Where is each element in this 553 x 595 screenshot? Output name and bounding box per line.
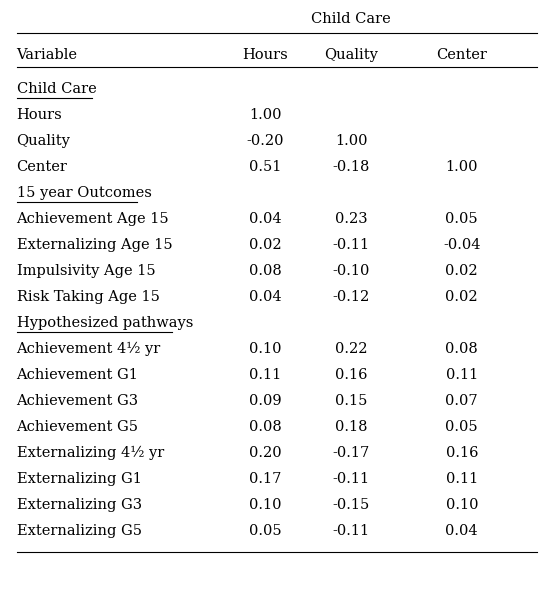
Text: 0.08: 0.08 [249,264,282,278]
Text: 0.17: 0.17 [249,472,281,486]
Text: 0.10: 0.10 [249,342,281,356]
Text: 0.07: 0.07 [446,394,478,408]
Text: -0.12: -0.12 [332,290,370,304]
Text: Hypothesized pathways: Hypothesized pathways [17,316,193,330]
Text: Externalizing G5: Externalizing G5 [17,524,142,538]
Text: 0.11: 0.11 [446,472,478,486]
Text: Variable: Variable [17,48,77,62]
Text: Hours: Hours [17,108,62,122]
Text: Externalizing G3: Externalizing G3 [17,498,142,512]
Text: Achievement G1: Achievement G1 [17,368,138,382]
Text: 0.22: 0.22 [335,342,367,356]
Text: Center: Center [17,160,67,174]
Text: 0.08: 0.08 [249,420,282,434]
Text: 0.23: 0.23 [335,212,367,226]
Text: 0.51: 0.51 [249,160,281,174]
Text: 0.05: 0.05 [249,524,281,538]
Text: 0.18: 0.18 [335,420,367,434]
Text: 15 year Outcomes: 15 year Outcomes [17,186,152,200]
Text: Achievement G5: Achievement G5 [17,420,139,434]
Text: Risk Taking Age 15: Risk Taking Age 15 [17,290,159,304]
Text: 0.02: 0.02 [446,264,478,278]
Text: Child Care: Child Care [17,82,96,96]
Text: -0.11: -0.11 [332,238,370,252]
Text: 0.11: 0.11 [446,368,478,382]
Text: 0.02: 0.02 [249,238,281,252]
Text: Center: Center [436,48,487,62]
Text: Externalizing Age 15: Externalizing Age 15 [17,238,172,252]
Text: -0.17: -0.17 [332,446,370,460]
Text: Quality: Quality [17,134,70,148]
Text: -0.11: -0.11 [332,472,370,486]
Text: -0.20: -0.20 [247,134,284,148]
Text: 0.10: 0.10 [446,498,478,512]
Text: -0.04: -0.04 [443,238,481,252]
Text: 0.16: 0.16 [446,446,478,460]
Text: Child Care: Child Care [311,12,391,26]
Text: Quality: Quality [324,48,378,62]
Text: Achievement G3: Achievement G3 [17,394,139,408]
Text: 0.05: 0.05 [446,420,478,434]
Text: 0.04: 0.04 [446,524,478,538]
Text: 0.09: 0.09 [249,394,281,408]
Text: 0.10: 0.10 [249,498,281,512]
Text: Hours: Hours [243,48,288,62]
Text: 0.11: 0.11 [249,368,281,382]
Text: -0.11: -0.11 [332,524,370,538]
Text: Achievement Age 15: Achievement Age 15 [17,212,169,226]
Text: 0.16: 0.16 [335,368,367,382]
Text: -0.10: -0.10 [332,264,370,278]
Text: 0.08: 0.08 [445,342,478,356]
Text: Impulsivity Age 15: Impulsivity Age 15 [17,264,155,278]
Text: 0.20: 0.20 [249,446,281,460]
Text: 0.04: 0.04 [249,290,281,304]
Text: -0.18: -0.18 [332,160,370,174]
Text: Achievement 4½ yr: Achievement 4½ yr [17,342,161,356]
Text: -0.15: -0.15 [332,498,370,512]
Text: 1.00: 1.00 [446,160,478,174]
Text: Externalizing G1: Externalizing G1 [17,472,142,486]
Text: 0.02: 0.02 [446,290,478,304]
Text: 1.00: 1.00 [335,134,367,148]
Text: 0.15: 0.15 [335,394,367,408]
Text: 0.04: 0.04 [249,212,281,226]
Text: 1.00: 1.00 [249,108,281,122]
Text: Externalizing 4½ yr: Externalizing 4½ yr [17,446,164,460]
Text: 0.05: 0.05 [446,212,478,226]
